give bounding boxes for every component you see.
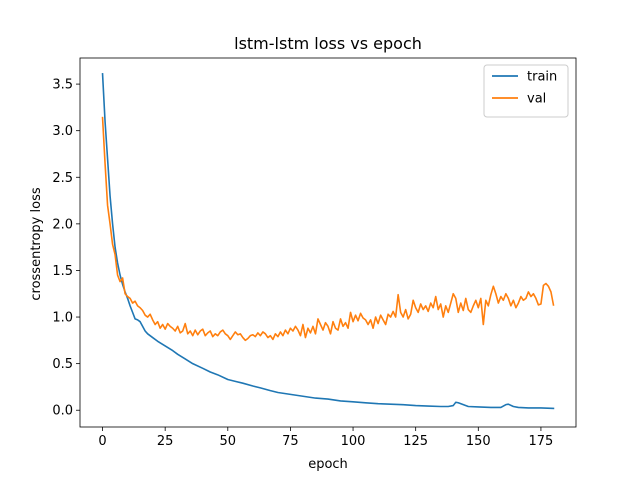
- legend-box: [483, 64, 569, 118]
- x-axis: 0 25 50 75 100 125 150 175: [98, 427, 553, 449]
- x-tick-label-50: 50: [220, 434, 237, 449]
- y-tick-label-3.0: 3.0: [52, 124, 73, 139]
- series-line-val: [101, 116, 555, 342]
- y-tick-label-1.5: 1.5: [52, 264, 73, 279]
- x-tick-label-0: 0: [98, 434, 106, 449]
- legend: train val: [483, 64, 569, 118]
- chart-title: lstm-lstm loss vs epoch: [234, 34, 422, 53]
- x-tick-label-150: 150: [466, 434, 491, 449]
- legend-label-train: train: [527, 70, 557, 85]
- y-tick-label-2.5: 2.5: [52, 171, 73, 186]
- x-tick-label-25: 25: [157, 434, 174, 449]
- x-axis-label: epoch: [308, 457, 348, 472]
- y-axis: 0.0 0.5 1.0 1.5 2.0 2.5 3.0 3.5: [52, 78, 80, 419]
- plot-frame: [79, 57, 577, 428]
- y-tick-label-2.0: 2.0: [52, 217, 73, 232]
- x-tick-label-125: 125: [403, 434, 428, 449]
- series-line-train: [101, 72, 555, 410]
- legend-label-val: val: [527, 92, 546, 107]
- series-layer: [101, 72, 555, 410]
- y-tick-label-3.5: 3.5: [52, 78, 73, 93]
- y-tick-label-0.0: 0.0: [52, 404, 73, 419]
- y-tick-label-0.5: 0.5: [52, 357, 73, 372]
- y-axis-label: crossentropy loss: [29, 187, 44, 300]
- x-tick-label-175: 175: [529, 434, 554, 449]
- y-tick-label-1.0: 1.0: [52, 311, 73, 326]
- x-tick-label-75: 75: [282, 434, 299, 449]
- x-tick-label-100: 100: [341, 434, 366, 449]
- plot-area: [79, 57, 577, 428]
